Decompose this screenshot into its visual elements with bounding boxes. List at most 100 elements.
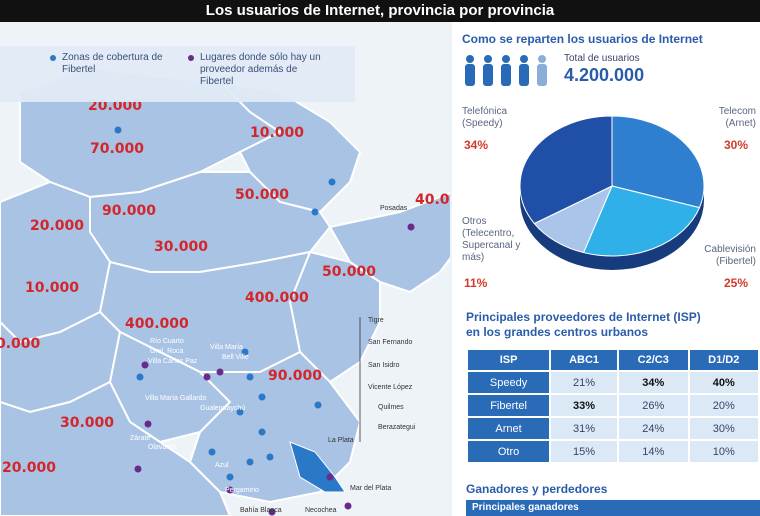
table-cell: 10% — [689, 441, 758, 462]
pie-label-otros: Otros (Telecentro, Supercanal y más) — [462, 216, 521, 263]
province-value: 40.000 — [415, 192, 450, 208]
city-label: Bell Ville — [222, 354, 249, 361]
city-label: Villa Carlos Paz — [148, 358, 198, 365]
table-header-row: ISP ABC1 C2/C3 D1/D2 — [468, 350, 758, 370]
pie-slice — [611, 115, 705, 209]
users-title: Como se reparten los usuarios de Interne… — [462, 32, 703, 46]
place-label: Vicente López — [368, 384, 413, 391]
blue-dot — [136, 373, 144, 381]
province-map: 20.000 70.000 10.000 90.000 50.000 40.00… — [0, 22, 450, 516]
province-value: 20.000 — [2, 460, 56, 476]
blue-dot — [311, 208, 319, 216]
winners-title: Ganadores y perdedores — [466, 482, 608, 496]
pie-slice — [519, 115, 613, 225]
legend-item-fibertel: Zonas de cobertura de Fibertel — [50, 52, 172, 76]
isp-name: Speedy — [468, 372, 550, 393]
blue-dot — [114, 126, 122, 134]
table-cell: 14% — [619, 441, 688, 462]
place-labels: Posadas Tigre San Fernando San Isidro Vi… — [240, 205, 416, 514]
pie-label-telecom: Telecom (Arnet) — [718, 106, 756, 129]
table-cell: 24% — [619, 418, 688, 439]
city-labels: Río Cuarto Gral. Roca Villa Carlos Paz V… — [130, 338, 259, 494]
table-header: C2/C3 — [619, 350, 688, 370]
place-label: Tigre — [368, 317, 384, 324]
province-value: 20.000 — [88, 98, 142, 114]
purple-dot — [134, 465, 142, 473]
blue-dot — [258, 393, 266, 401]
blue-dot — [246, 458, 254, 466]
isp-title-line1: Principales proveedores de Internet (ISP… — [466, 310, 701, 324]
pie-pct-otros: 11% — [464, 276, 488, 290]
blue-dot — [258, 428, 266, 436]
province-value: 30.000 — [154, 239, 208, 255]
place-label: Quilmes — [378, 404, 404, 411]
map-legend: Zonas de cobertura de Fibertel Lugares d… — [0, 46, 355, 102]
pie-slice — [582, 185, 701, 257]
legend-label: Lugares donde sólo hay un proveedor adem… — [200, 52, 321, 87]
purple-dot — [203, 373, 211, 381]
pie-depth — [520, 186, 704, 270]
place-label: Mar del Plata — [350, 485, 391, 492]
purple-dot — [344, 502, 352, 510]
province-value: 70.000 — [90, 141, 144, 157]
place-label: San Isidro — [368, 362, 400, 369]
table-cell: 33% — [551, 395, 618, 416]
page-title: Los usuarios de Internet, provincia por … — [0, 0, 760, 22]
city-label: Gualeguaychú — [200, 405, 245, 412]
isp-title-line2: en los grandes centros urbanos — [466, 325, 649, 339]
table-row: Otro 15% 14% 10% — [468, 441, 758, 462]
table-cell: 26% — [619, 395, 688, 416]
total-users-value: 4.200.000 — [564, 65, 645, 85]
place-label: La Plata — [328, 437, 354, 444]
coverage-dots — [114, 126, 415, 516]
legend-item-only-provider: Lugares donde sólo hay un proveedor adem… — [188, 52, 330, 88]
purple-dot — [144, 420, 152, 428]
isp-name: Fibertel — [468, 395, 550, 416]
province-value: 400.000 — [245, 290, 309, 306]
province-value: 50.000 — [322, 264, 376, 280]
blue-dot — [314, 401, 322, 409]
city-label: Pergamino — [225, 487, 259, 494]
province-south — [0, 380, 232, 516]
table-header: ISP — [468, 350, 550, 370]
blue-dot — [236, 408, 244, 416]
table-row: Speedy 21% 34% 40% — [468, 372, 758, 393]
isp-table: ISP ABC1 C2/C3 D1/D2 Speedy 21% 34% 40% … — [466, 348, 760, 464]
people-icon — [465, 55, 547, 86]
blue-dot — [208, 448, 216, 456]
city-label: Zárate — [130, 435, 150, 442]
blue-dot — [266, 453, 274, 461]
blue-dot-icon — [50, 55, 56, 61]
table-cell: 31% — [551, 418, 618, 439]
map-svg: 20.000 70.000 10.000 90.000 50.000 40.00… — [0, 65, 450, 516]
place-label: Bahía Blanca — [240, 507, 282, 514]
city-label: Olavarría — [148, 444, 177, 451]
provinces — [0, 65, 450, 516]
province-value: 400.000 — [125, 316, 189, 332]
blue-dot — [241, 348, 249, 356]
city-label: Villa María Gallardo — [145, 395, 206, 402]
isp-name: Arnet — [468, 418, 550, 439]
table-row: Fibertel 33% 26% 20% — [468, 395, 758, 416]
pie-chart — [519, 115, 705, 270]
table-row: Arnet 31% 24% 30% — [468, 418, 758, 439]
table-cell: 20% — [689, 395, 758, 416]
side-panel: Como se reparten los usuarios de Interne… — [452, 22, 760, 516]
table-cell: 34% — [619, 372, 688, 393]
province-value: 20.000 — [30, 218, 84, 234]
purple-dot — [407, 223, 415, 231]
city-label: Río Cuarto — [150, 338, 184, 345]
province-value: 90.000 — [268, 368, 322, 384]
place-label: Necochea — [305, 507, 337, 514]
purple-dot-icon — [188, 55, 194, 61]
city-label: Azul — [215, 462, 229, 469]
legend-label: Zonas de cobertura de Fibertel — [62, 52, 163, 75]
isp-name: Otro — [468, 441, 550, 462]
province-value: 10.000 — [250, 125, 304, 141]
purple-dot — [216, 368, 224, 376]
pie-pct-telecom: 30% — [724, 138, 749, 152]
table-cell: 21% — [551, 372, 618, 393]
place-label: San Fernando — [368, 339, 412, 346]
blue-dot — [328, 178, 336, 186]
pie-label-telefonica: Telefónica (Speedy) — [462, 106, 508, 129]
